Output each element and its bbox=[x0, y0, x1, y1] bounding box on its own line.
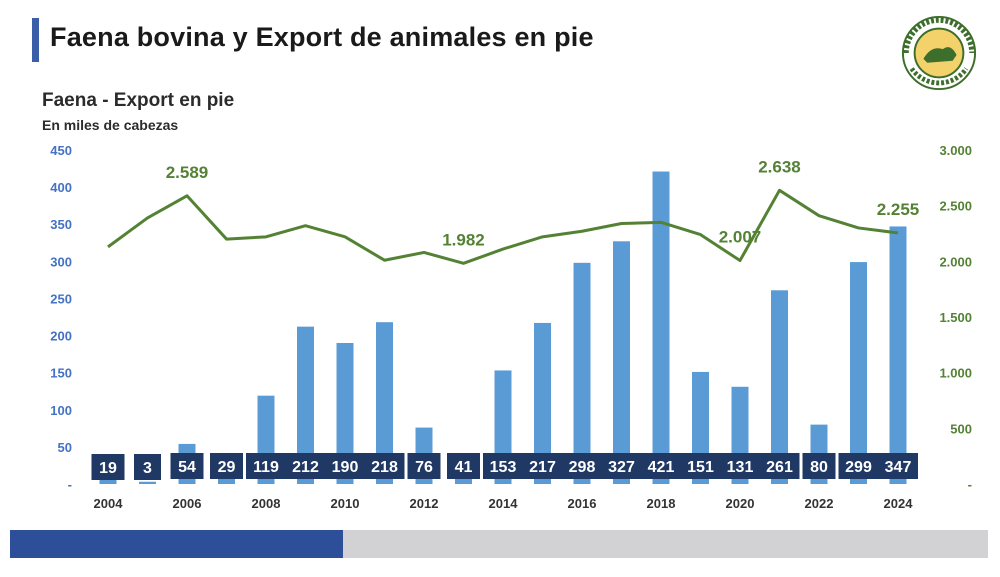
bar-data-label-2024: 347 bbox=[885, 459, 912, 476]
bar-2018 bbox=[652, 171, 670, 484]
left-axis-tick-label: 450 bbox=[50, 143, 72, 158]
bar-data-label-2019: 151 bbox=[687, 459, 714, 476]
bar-2017 bbox=[613, 241, 630, 484]
bar-label-box-2021 bbox=[759, 453, 800, 479]
bar-data-label-2008: 119 bbox=[253, 459, 279, 476]
x-axis-tick-label: 2010 bbox=[331, 496, 360, 511]
line-data-label-2021: 2.638 bbox=[758, 157, 801, 176]
x-axis-tick-label: 2016 bbox=[568, 496, 597, 511]
line-data-label-2013: 1.982 bbox=[442, 230, 485, 249]
chart-subtitle: Faena - Export en pie bbox=[42, 90, 235, 111]
bar-data-label-2020: 131 bbox=[727, 459, 754, 476]
line-data-label-2020: 2.007 bbox=[719, 228, 762, 247]
bar-2016 bbox=[573, 262, 591, 484]
x-axis-tick-label: 2024 bbox=[884, 496, 914, 511]
bar-data-label-2018: 421 bbox=[648, 459, 675, 476]
bar-2023 bbox=[850, 262, 867, 484]
bar-label-box-2015 bbox=[522, 453, 563, 479]
bar-label-box-2024 bbox=[878, 453, 918, 479]
bar-label-box-2008 bbox=[246, 453, 286, 479]
bar-label-box-2017 bbox=[601, 453, 642, 479]
x-axis-tick-label: 2014 bbox=[489, 496, 519, 511]
bar-data-label-2016: 298 bbox=[569, 459, 596, 476]
left-axis-tick-label: - bbox=[68, 477, 72, 492]
left-axis-tick-label: 300 bbox=[50, 254, 72, 269]
bar-label-box-2011 bbox=[364, 453, 405, 479]
left-axis-tick-label: 350 bbox=[50, 217, 72, 232]
right-axis-tick-label: - bbox=[968, 477, 972, 492]
bar-data-label-2005: 3 bbox=[143, 460, 152, 477]
line-data-label-2006: 2.589 bbox=[166, 163, 209, 182]
chart-unit-label: En miles de cabezas bbox=[42, 117, 179, 133]
left-axis-tick-label: 250 bbox=[50, 291, 72, 306]
bar-label-box-2006 bbox=[170, 453, 204, 479]
bar-label-box-2020 bbox=[720, 453, 760, 479]
bar-2011 bbox=[376, 322, 393, 484]
bar-data-label-2007: 29 bbox=[218, 459, 236, 476]
footer-progress-fill bbox=[10, 530, 343, 558]
bar-data-label-2006: 54 bbox=[178, 459, 196, 476]
bar-data-label-2013: 41 bbox=[455, 459, 473, 476]
bar-2024 bbox=[889, 226, 907, 484]
footer-progress-track bbox=[343, 530, 988, 558]
left-axis-tick-label: 200 bbox=[50, 329, 72, 344]
title-accent-bar bbox=[32, 18, 39, 62]
bar-label-box-2018 bbox=[641, 453, 681, 479]
bar-label-box-2010 bbox=[325, 453, 365, 479]
bar-data-label-2011: 218 bbox=[371, 459, 398, 476]
bar-2021 bbox=[771, 290, 788, 484]
left-axis-tick-label: 100 bbox=[50, 403, 72, 418]
right-axis-tick-label: 1.000 bbox=[939, 366, 972, 381]
bar-label-box-2023 bbox=[838, 453, 879, 479]
x-axis-tick-label: 2008 bbox=[252, 496, 281, 511]
bar-data-label-2004: 19 bbox=[99, 460, 117, 477]
bar-data-label-2009: 212 bbox=[292, 459, 319, 476]
bar-label-box-2019 bbox=[680, 453, 721, 479]
x-axis-tick-label: 2006 bbox=[173, 496, 202, 511]
association-seal-icon bbox=[901, 15, 977, 91]
bar-label-box-2005 bbox=[134, 454, 161, 480]
line-data-label-2024: 2.255 bbox=[877, 200, 920, 219]
bar-data-label-2012: 76 bbox=[415, 459, 433, 476]
right-axis-tick-label: 1.500 bbox=[939, 310, 972, 325]
bar-data-label-2021: 261 bbox=[766, 459, 793, 476]
bar-2009 bbox=[297, 326, 314, 484]
right-axis-tick-label: 3.000 bbox=[939, 143, 972, 158]
bar-label-box-2014 bbox=[483, 453, 523, 479]
bar-data-label-2014: 153 bbox=[490, 459, 517, 476]
left-axis-tick-label: 50 bbox=[58, 440, 72, 455]
bar-label-box-2012 bbox=[407, 453, 441, 479]
x-axis-tick-label: 2022 bbox=[805, 496, 834, 511]
bar-2015 bbox=[534, 322, 551, 484]
bar-data-label-2017: 327 bbox=[608, 459, 635, 476]
page-title: Faena bovina y Export de animales en pie bbox=[50, 22, 594, 52]
bar-data-label-2010: 190 bbox=[332, 459, 359, 476]
bar-data-label-2015: 217 bbox=[529, 459, 556, 476]
x-axis-tick-label: 2020 bbox=[726, 496, 755, 511]
x-axis-tick-label: 2012 bbox=[410, 496, 439, 511]
left-axis-tick-label: 400 bbox=[50, 180, 72, 195]
x-axis-tick-label: 2004 bbox=[94, 496, 124, 511]
bar-2010 bbox=[336, 342, 354, 484]
line-series bbox=[107, 188, 899, 265]
bar-label-box-2013 bbox=[447, 453, 480, 479]
bar-label-box-2016 bbox=[562, 453, 602, 479]
bar-label-box-2004 bbox=[91, 454, 125, 480]
bar-label-box-2007 bbox=[210, 453, 243, 479]
right-axis-tick-label: 2.500 bbox=[939, 199, 972, 214]
bar-label-box-2009 bbox=[285, 453, 326, 479]
right-axis-tick-label: 2.000 bbox=[939, 254, 972, 269]
bar-2005 bbox=[139, 481, 156, 484]
x-axis-tick-label: 2018 bbox=[647, 496, 676, 511]
bar-data-label-2022: 80 bbox=[810, 459, 828, 476]
bar-label-box-2022 bbox=[802, 453, 836, 479]
right-axis-tick-label: 500 bbox=[950, 421, 972, 436]
left-axis-tick-label: 150 bbox=[50, 366, 72, 381]
bar-data-label-2023: 299 bbox=[845, 459, 872, 476]
